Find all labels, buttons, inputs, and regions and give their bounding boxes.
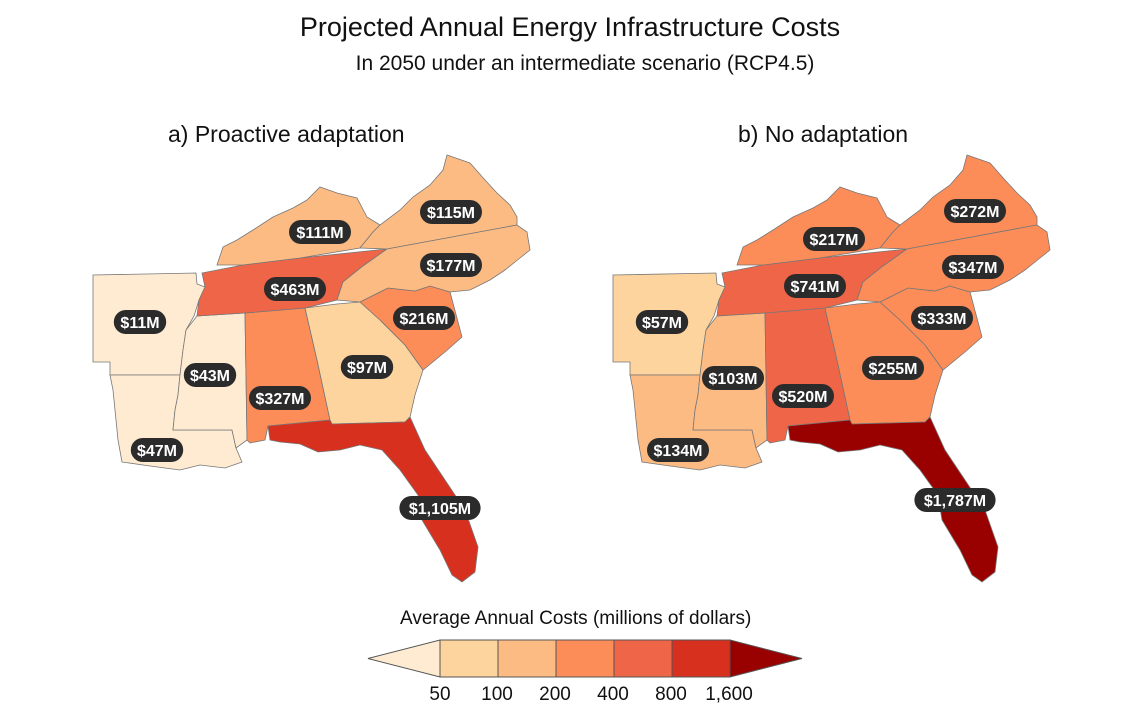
value-label-bg (393, 306, 455, 330)
legend-title: Average Annual Costs (millions of dollar… (400, 608, 752, 629)
value-label-bg (702, 366, 764, 390)
value-label-bg (772, 384, 834, 408)
value-label-al: $520M (779, 389, 828, 406)
value-label-bg (420, 253, 482, 277)
value-label-bg (249, 386, 311, 410)
value-label-la: $47M (137, 443, 177, 460)
legend-bin (497, 639, 557, 678)
value-label-la: $134M (654, 443, 703, 460)
value-label-bg (289, 220, 351, 244)
value-label-bg (647, 438, 709, 462)
legend-bin (613, 639, 673, 678)
legend-colorbar (367, 639, 803, 678)
value-label-tn: $463M (271, 282, 320, 299)
value-label-ga: $97M (347, 360, 387, 377)
value-label-ar: $11M (120, 315, 159, 332)
value-label-ms: $43M (190, 368, 230, 385)
legend-bin (555, 639, 615, 678)
value-label-tn: $741M (791, 279, 840, 296)
value-label-bg (340, 355, 394, 379)
value-label-bg (113, 310, 167, 334)
legend-bin (671, 639, 731, 678)
value-label-sc: $216M (400, 311, 449, 328)
value-label-bg (944, 199, 1006, 223)
value-label-sc: $333M (918, 311, 967, 328)
value-label-nc: $177M (427, 258, 476, 275)
value-label-nc: $347M (949, 260, 998, 277)
value-label-va: $272M (951, 204, 1000, 221)
value-label-ky: $217M (810, 232, 859, 249)
value-label-bg (942, 255, 1004, 279)
value-label-fl: $1,787M (924, 493, 986, 510)
value-label-bg (264, 277, 326, 301)
value-label-bg (399, 496, 481, 520)
legend-tick: 800 (655, 684, 687, 705)
value-label-bg (862, 356, 924, 380)
value-label-fl: $1,105M (409, 501, 471, 518)
value-label-bg (911, 306, 973, 330)
legend-arrow-high (729, 639, 803, 678)
value-label-ar: $57M (642, 315, 682, 332)
legend-tick: 50 (429, 684, 451, 705)
value-label-bg (784, 274, 846, 298)
legend-tick: 1,600 (705, 684, 753, 705)
legend-bin (439, 639, 499, 678)
state-fl (267, 416, 479, 583)
legend-tick: 400 (597, 684, 629, 705)
value-label-ga: $255M (869, 361, 918, 378)
value-label-bg (420, 200, 482, 224)
panel-b-title: b) No adaptation (738, 121, 909, 147)
value-label-bg (183, 363, 237, 387)
figure-title: Projected Annual Energy Infrastructure C… (299, 12, 841, 42)
value-label-al: $327M (256, 391, 305, 408)
value-label-bg (914, 488, 996, 512)
value-label-ms: $103M (709, 371, 758, 388)
panel-a-title: a) Proactive adaptation (168, 121, 405, 147)
value-label-bg (130, 438, 184, 462)
value-label-va: $115M (427, 205, 475, 222)
figure-subtitle: In 2050 under an intermediate scenario (… (355, 52, 815, 75)
legend-arrow-low (367, 639, 441, 678)
legend-tick: 100 (481, 684, 513, 705)
state-fl (787, 416, 999, 583)
value-label-bg (635, 310, 689, 334)
value-label-ky: $111M (296, 225, 343, 242)
value-label-bg (803, 227, 865, 251)
legend-tick: 200 (539, 684, 571, 705)
